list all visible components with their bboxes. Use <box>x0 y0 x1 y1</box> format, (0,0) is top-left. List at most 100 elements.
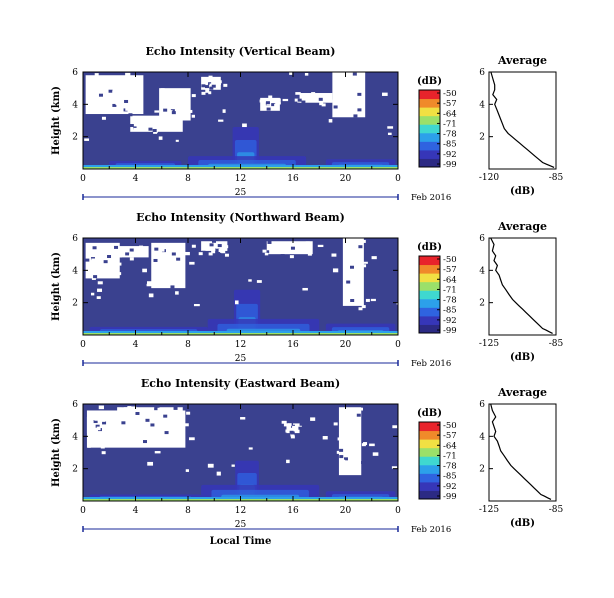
gap-speck <box>334 89 339 93</box>
gap-speck <box>108 89 113 93</box>
colorbar-tick-label: -78 <box>443 462 457 472</box>
x-tick-label: 20 <box>340 174 352 184</box>
gap-speck <box>340 423 345 427</box>
speck <box>387 126 394 129</box>
gap-speck <box>170 285 175 289</box>
colorbar-tick-label: -78 <box>443 296 457 306</box>
gap-speck <box>339 455 344 459</box>
speck <box>370 298 376 302</box>
gap-speck <box>188 109 193 113</box>
colorbar-title: (dB) <box>417 76 442 87</box>
gap-speck <box>356 413 361 417</box>
gap-speck <box>98 247 103 251</box>
gap-speck <box>145 418 150 422</box>
colorbar-segment <box>419 464 440 474</box>
gap-speck <box>87 418 92 422</box>
speck <box>188 437 195 441</box>
profile-line <box>490 237 553 334</box>
speck <box>286 459 290 464</box>
colorbar-segment <box>419 281 440 291</box>
x-tick-label: 0 <box>395 340 401 350</box>
gap-speck <box>191 94 196 98</box>
gap-speck <box>333 422 338 426</box>
gap-speck <box>344 291 349 295</box>
profile-y-tick-label: 4 <box>479 100 485 110</box>
colorbar-segment <box>419 149 440 159</box>
speck <box>387 132 392 136</box>
gap-speck <box>224 253 229 257</box>
profile-x-tick-label: -125 <box>479 339 499 349</box>
gap-speck <box>289 255 294 259</box>
gap-speck <box>343 457 348 461</box>
gap-speck <box>271 98 276 102</box>
gap-speck <box>223 83 228 87</box>
speck <box>207 463 214 468</box>
speck <box>148 293 154 298</box>
gap-speck <box>259 99 264 103</box>
speck <box>189 261 195 265</box>
speck <box>281 420 287 424</box>
colorbar-tick-label: -50 <box>443 255 457 265</box>
colorbar-segment <box>419 124 440 134</box>
gap-speck <box>274 103 279 107</box>
gap-speck <box>160 88 165 92</box>
colorbar-tick-label: -71 <box>443 285 457 295</box>
colorbar-segment <box>419 132 440 142</box>
date-suffix: Feb 2016 <box>411 359 451 369</box>
gap-speck <box>217 244 222 248</box>
x-tick-label: 8 <box>185 506 191 516</box>
gap-speck <box>274 247 279 251</box>
gap-speck <box>216 81 221 85</box>
speck <box>362 261 368 264</box>
speck <box>356 100 361 104</box>
gap-speck <box>290 435 295 439</box>
y-tick-label: 4 <box>72 100 78 110</box>
speck <box>96 296 101 299</box>
gap-speck <box>217 80 222 84</box>
gap-speck <box>347 261 352 265</box>
profile-y-tick-label: 6 <box>479 68 485 78</box>
speck <box>242 123 247 128</box>
gap-speck <box>107 430 112 434</box>
gap-speck <box>215 245 220 249</box>
profile-y-tick-label: 4 <box>479 432 485 442</box>
heatmap-plot <box>83 404 398 501</box>
gap-speck <box>168 92 173 96</box>
gap-speck <box>186 411 191 415</box>
gap-speck <box>201 91 206 95</box>
profile-title: Average <box>497 54 547 67</box>
gap-speck <box>152 128 157 132</box>
colorbar-tick-label: -92 <box>443 316 457 326</box>
x-tick-label: 20 <box>340 340 352 350</box>
gap-speck <box>106 433 111 437</box>
speck <box>112 434 118 438</box>
gap-speck <box>265 101 270 105</box>
speck <box>91 258 95 263</box>
x-tick-label: 4 <box>133 174 139 184</box>
speck <box>222 109 226 113</box>
profile-x-tick-label: -125 <box>479 505 499 515</box>
gap-speck <box>319 102 324 106</box>
gap-speck <box>154 247 159 251</box>
speck <box>175 139 179 142</box>
gap-block-2 <box>130 115 183 132</box>
gap-speck <box>361 305 366 309</box>
speck <box>125 72 131 77</box>
gap-speck <box>85 258 90 262</box>
gap-speck <box>133 127 138 131</box>
gap-speck <box>297 98 302 102</box>
gap-speck <box>166 272 171 276</box>
gap-speck <box>172 92 177 96</box>
speck <box>146 283 153 287</box>
gap-speck <box>166 415 171 419</box>
gap-speck <box>271 103 276 107</box>
gap-speck <box>129 248 134 252</box>
y-tick-label: 4 <box>72 432 78 442</box>
gap-speck <box>91 276 96 280</box>
speck <box>92 110 98 114</box>
gap-speck <box>209 83 214 87</box>
speck <box>256 280 262 283</box>
gap-speck <box>117 407 122 411</box>
gap-speck <box>204 85 209 89</box>
